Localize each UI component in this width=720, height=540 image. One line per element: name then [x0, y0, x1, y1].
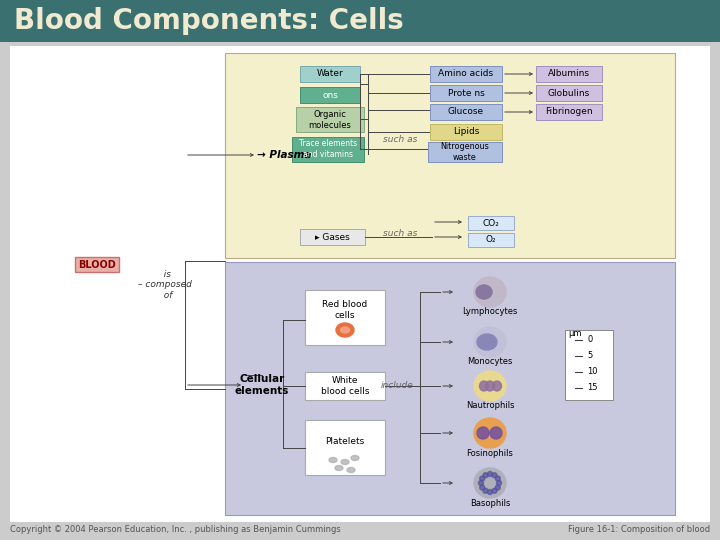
- Ellipse shape: [474, 371, 506, 401]
- Text: Nautrophils: Nautrophils: [466, 402, 514, 410]
- Text: μm: μm: [568, 329, 582, 339]
- Ellipse shape: [336, 323, 354, 337]
- Circle shape: [483, 472, 488, 478]
- Circle shape: [487, 489, 492, 495]
- Bar: [296, 107, 364, 132]
- Bar: [300, 229, 365, 245]
- Bar: [300, 87, 360, 103]
- Bar: [430, 66, 502, 82]
- Text: Basophils: Basophils: [470, 498, 510, 508]
- Text: Trace elements
and vitamins: Trace elements and vitamins: [299, 139, 357, 159]
- Text: Red blood
cells: Red blood cells: [323, 300, 368, 320]
- Bar: [428, 142, 502, 162]
- Bar: [430, 85, 502, 101]
- Text: Fosinophils: Fosinophils: [467, 449, 513, 457]
- Text: Copyright © 2004 Pearson Education, Inc. , publishing as Benjamin Cummings: Copyright © 2004 Pearson Education, Inc.…: [10, 525, 341, 535]
- Text: Platelets: Platelets: [325, 437, 364, 447]
- Ellipse shape: [477, 427, 489, 439]
- Ellipse shape: [341, 327, 349, 333]
- Bar: [0, 0, 720, 42]
- Text: Prote ns: Prote ns: [448, 89, 485, 98]
- Text: → Plasma: → Plasma: [257, 150, 311, 160]
- Text: Lymphocytes: Lymphocytes: [462, 307, 518, 316]
- Text: 15: 15: [587, 383, 598, 393]
- Bar: [225, 53, 675, 258]
- Bar: [300, 66, 360, 82]
- Ellipse shape: [490, 427, 502, 439]
- Ellipse shape: [351, 456, 359, 461]
- Circle shape: [492, 488, 497, 494]
- Bar: [565, 330, 613, 400]
- Ellipse shape: [347, 468, 355, 472]
- Text: is
– composed
  of: is – composed of: [138, 270, 192, 300]
- Circle shape: [492, 472, 497, 478]
- Ellipse shape: [474, 277, 506, 307]
- Ellipse shape: [474, 468, 506, 498]
- Circle shape: [479, 481, 484, 485]
- Ellipse shape: [329, 457, 337, 462]
- Text: Amino acids: Amino acids: [438, 70, 494, 78]
- Text: Blood Components: Cells: Blood Components: Cells: [14, 7, 404, 35]
- Bar: [305, 290, 385, 345]
- Circle shape: [480, 476, 485, 481]
- Circle shape: [480, 485, 485, 490]
- Text: ▸ Gases: ▸ Gases: [315, 233, 349, 241]
- Circle shape: [495, 476, 500, 481]
- Bar: [10, 46, 710, 522]
- Text: Organic
molecules: Organic molecules: [309, 110, 351, 130]
- Text: ons: ons: [322, 91, 338, 99]
- Bar: [536, 66, 602, 82]
- Text: Fibrinogen: Fibrinogen: [545, 107, 593, 117]
- Text: such as: such as: [383, 228, 417, 238]
- Text: Lipids: Lipids: [453, 127, 480, 137]
- Circle shape: [487, 471, 492, 476]
- Text: include: include: [381, 381, 413, 390]
- Text: BLOOD: BLOOD: [78, 260, 116, 270]
- Ellipse shape: [477, 334, 497, 350]
- Text: Figure 16-1: Composition of blood: Figure 16-1: Composition of blood: [568, 525, 710, 535]
- Ellipse shape: [480, 381, 488, 391]
- Text: Water: Water: [317, 70, 343, 78]
- Bar: [305, 420, 385, 475]
- Bar: [430, 104, 502, 120]
- Bar: [292, 137, 364, 162]
- Text: White
blood cells: White blood cells: [320, 376, 369, 396]
- Text: Glucose: Glucose: [448, 107, 484, 117]
- Text: such as: such as: [383, 136, 417, 145]
- Bar: [305, 372, 385, 400]
- Text: O₂: O₂: [486, 235, 496, 245]
- Text: 5: 5: [587, 352, 593, 361]
- Text: Cellular
elements: Cellular elements: [235, 374, 289, 396]
- Bar: [430, 124, 502, 140]
- Text: Globulins: Globulins: [548, 89, 590, 98]
- Ellipse shape: [485, 381, 495, 391]
- Circle shape: [495, 485, 500, 490]
- Circle shape: [497, 481, 502, 485]
- Text: CO₂: CO₂: [482, 219, 500, 227]
- Text: Nitrogenous
waste: Nitrogenous waste: [441, 143, 490, 161]
- Text: 10: 10: [587, 368, 598, 376]
- Circle shape: [483, 488, 488, 494]
- Ellipse shape: [474, 327, 506, 357]
- Bar: [468, 233, 514, 247]
- Ellipse shape: [341, 460, 349, 464]
- Text: Monocytes: Monocytes: [467, 357, 513, 367]
- Bar: [536, 85, 602, 101]
- Ellipse shape: [492, 381, 502, 391]
- Ellipse shape: [476, 285, 492, 299]
- Bar: [225, 262, 675, 515]
- Text: Albumins: Albumins: [548, 70, 590, 78]
- Ellipse shape: [335, 465, 343, 470]
- Ellipse shape: [474, 418, 506, 448]
- Bar: [75, 257, 119, 272]
- Bar: [536, 104, 602, 120]
- Text: 0: 0: [587, 335, 593, 345]
- Bar: [468, 216, 514, 230]
